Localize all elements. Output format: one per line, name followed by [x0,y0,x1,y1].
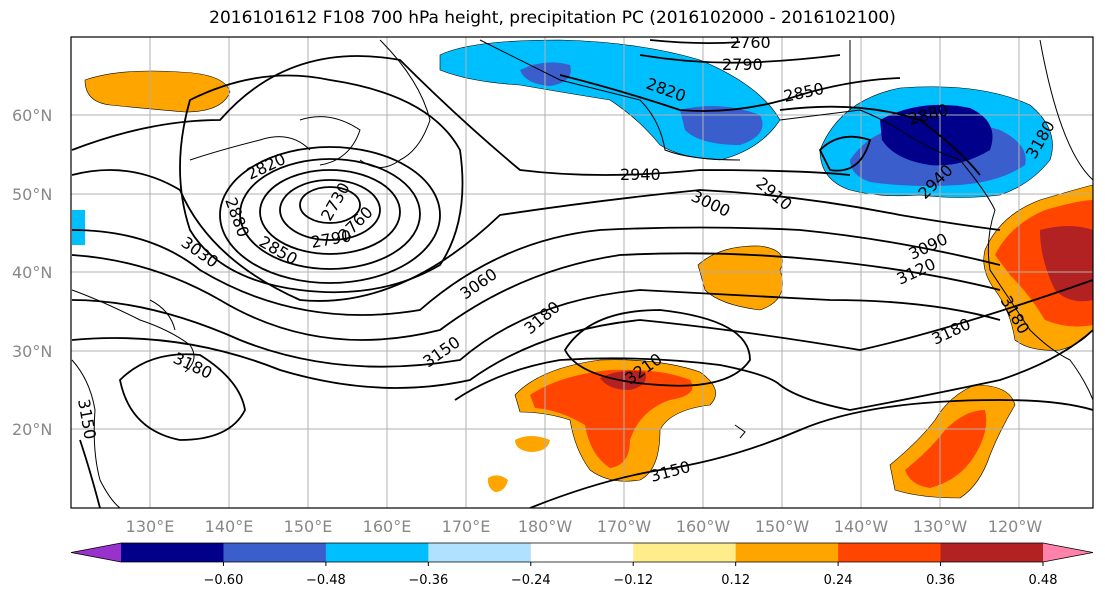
colorbar-tick-label: −0.12 [613,573,653,588]
colorbar-tick-label: 0.24 [824,573,853,588]
graticule [71,37,1093,508]
colorbar-tick-label: −0.48 [306,573,346,588]
colorbar: −0.60 −0.48 −0.36 −0.24 −0.12 0.12 0.24 0.36 0.4… [70,542,1094,588]
colorbar-tick-label: −0.24 [511,573,551,588]
colorbar-extend-low [71,543,121,562]
precip-shading [72,39,1093,499]
lat-label: 30°N [12,342,52,361]
contour-label: 2940 [620,165,661,184]
lon-label: 140°W [834,517,889,536]
lon-label: 130°E [126,517,175,536]
lon-label: 160°W [676,517,731,536]
colorbar-segment [325,543,429,562]
colorbar-segment [838,543,942,562]
contour-label: 2790 [722,55,763,74]
longitude-labels: 130°E 140°E 150°E 160°E 170°E 180°W 170°… [126,517,1043,536]
lon-label: 140°E [205,517,254,536]
lon-label: 130°W [913,517,968,536]
colorbar-segment [223,543,327,562]
lon-label: 120°W [988,517,1043,536]
lon-label: 180°W [518,517,573,536]
colorbar-tick-label: −0.60 [204,573,244,588]
colorbar-extend-high [1043,543,1093,562]
lat-label: 50°N [12,185,52,204]
lat-label: 60°N [12,106,52,125]
colorbar-segment [530,543,634,562]
colorbar-tick-label: 0.48 [1029,573,1058,588]
colorbar-segment [121,543,224,562]
colorbar-segment [633,543,737,562]
lat-label: 40°N [12,263,52,282]
lon-label: 170°W [597,517,652,536]
map-title: 2016101612 F108 700 hPa height, precipit… [209,8,896,28]
colorbar-tick-label: 0.36 [926,573,955,588]
colorbar-outline [70,542,1094,563]
colorbar-tick-label: −0.36 [408,573,448,588]
lon-label: 160°E [363,517,412,536]
colorbar-segment [940,543,1044,562]
colorbar-segment [735,543,839,562]
contour-label-group: 2760 2790 2820 2850 2880 2820 2880 2730 … [74,33,1059,486]
height-contours [71,39,1093,508]
contour-label: 2760 [730,33,771,52]
lat-label: 20°N [12,420,52,439]
lon-label: 150°W [755,517,810,536]
colorbar-tick-label: 0.12 [721,573,750,588]
colorbar-segment [428,543,532,562]
lon-label: 150°E [284,517,333,536]
lon-label: 170°E [442,517,491,536]
map-frame [70,36,1094,509]
latitude-labels: 60°N 50°N 40°N 30°N 20°N [12,106,52,439]
